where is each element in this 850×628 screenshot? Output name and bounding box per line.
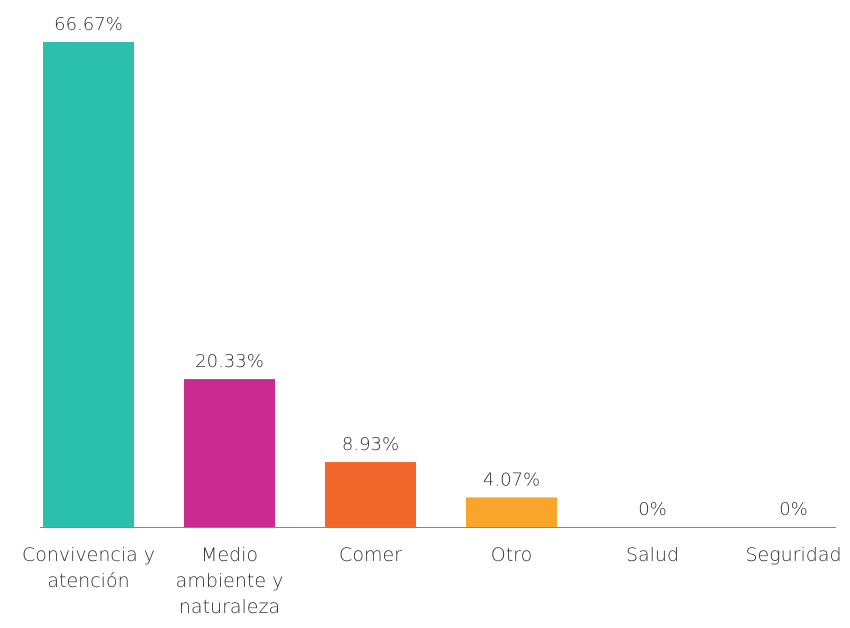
bar [43, 42, 134, 527]
value-label: 0% [779, 499, 808, 520]
x-tick-label: Medio ambiente y naturaleza [175, 544, 284, 618]
value-label: 8.93% [342, 434, 399, 455]
value-label: 66.67% [54, 14, 123, 35]
value-label: 0% [638, 499, 667, 520]
x-tick-label: Seguridad [745, 544, 842, 566]
x-tick-label: Otro [490, 544, 533, 566]
bar [184, 379, 275, 527]
x-tick-label: Comer [339, 544, 402, 566]
x-tick-label: Salud [625, 544, 680, 566]
bar [325, 462, 416, 527]
value-label: 4.07% [483, 469, 540, 490]
bar [466, 497, 557, 527]
value-label: 20.33% [195, 351, 264, 372]
x-tick-label: Convivencia y atención [21, 544, 156, 592]
